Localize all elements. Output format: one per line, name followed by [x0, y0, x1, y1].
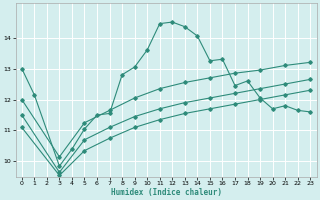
X-axis label: Humidex (Indice chaleur): Humidex (Indice chaleur) — [110, 188, 221, 197]
